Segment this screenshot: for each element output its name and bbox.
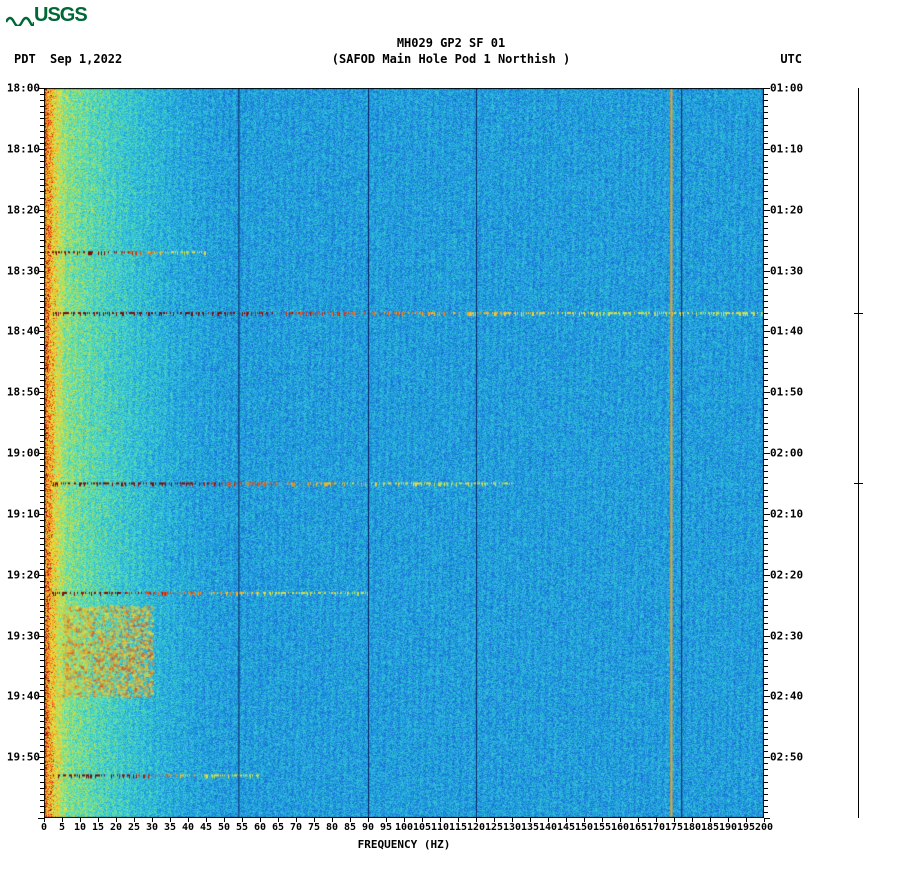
y-left-tick-label: 18:30 <box>7 264 40 277</box>
x-tick-label: 120 <box>467 822 485 833</box>
x-tick-label: 160 <box>611 822 629 833</box>
x-tick-label: 140 <box>539 822 557 833</box>
chart-title: MH029 GP2 SF 01 <box>0 36 902 50</box>
x-tick-label: 5 <box>59 822 65 833</box>
y-left-tick-label: 18:10 <box>7 142 40 155</box>
x-tick-label: 70 <box>290 822 302 833</box>
y-left-tick-label: 19:40 <box>7 690 40 703</box>
y-left-tick-label: 18:00 <box>7 82 40 95</box>
x-tick-label: 65 <box>272 822 284 833</box>
y-right-tick-label: 02:20 <box>770 568 803 581</box>
usgs-wave-icon <box>6 9 34 23</box>
y-right-tick-label: 01:20 <box>770 203 803 216</box>
y-right-tick-label: 01:00 <box>770 82 803 95</box>
y-left-tick-label: 19:50 <box>7 751 40 764</box>
y-right-tick-label: 01:30 <box>770 264 803 277</box>
y-right-tick-label: 01:40 <box>770 325 803 338</box>
side-event-marker <box>854 483 863 484</box>
x-axis-label: FREQUENCY (HZ) <box>44 838 764 851</box>
x-axis-tick-marks <box>44 818 764 822</box>
y-left-tick-label: 18:50 <box>7 386 40 399</box>
x-tick-label: 105 <box>413 822 431 833</box>
x-tick-label: 190 <box>719 822 737 833</box>
y-left-tick-label: 19:10 <box>7 507 40 520</box>
y-right-tick-label: 02:30 <box>770 629 803 642</box>
y-axis-right-tick-marks <box>764 88 770 818</box>
x-tick-label: 75 <box>308 822 320 833</box>
x-tick-label: 55 <box>236 822 248 833</box>
x-tick-label: 130 <box>503 822 521 833</box>
x-tick-label: 25 <box>128 822 140 833</box>
x-tick-label: 185 <box>701 822 719 833</box>
x-tick-label: 40 <box>182 822 194 833</box>
y-left-tick-label: 19:20 <box>7 568 40 581</box>
usgs-logo: USGS <box>6 4 87 27</box>
x-tick-label: 30 <box>146 822 158 833</box>
y-right-tick-label: 02:40 <box>770 690 803 703</box>
chart-subtitle: (SAFOD Main Hole Pod 1 Northish ) <box>0 52 902 66</box>
x-tick-label: 0 <box>41 822 47 833</box>
x-tick-label: 150 <box>575 822 593 833</box>
spectrogram-canvas <box>44 88 764 818</box>
y-left-tick-label: 18:20 <box>7 203 40 216</box>
y-left-tick-label: 18:40 <box>7 325 40 338</box>
x-tick-label: 175 <box>665 822 683 833</box>
x-tick-label: 60 <box>254 822 266 833</box>
y-right-tick-label: 01:50 <box>770 386 803 399</box>
spectrogram-plot <box>44 88 764 818</box>
side-event-marker <box>854 313 863 314</box>
x-tick-label: 100 <box>395 822 413 833</box>
x-tick-label: 135 <box>521 822 539 833</box>
y-left-tick-label: 19:00 <box>7 447 40 460</box>
left-timezone-label: PDT <box>14 52 36 66</box>
x-tick-label: 195 <box>737 822 755 833</box>
y-right-tick-label: 02:10 <box>770 507 803 520</box>
x-tick-label: 20 <box>110 822 122 833</box>
x-tick-label: 180 <box>683 822 701 833</box>
x-tick-label: 80 <box>326 822 338 833</box>
y-right-tick-label: 02:00 <box>770 447 803 460</box>
x-tick-label: 110 <box>431 822 449 833</box>
x-tick-label: 10 <box>74 822 86 833</box>
x-tick-label: 50 <box>218 822 230 833</box>
x-tick-label: 45 <box>200 822 212 833</box>
y-axis-right-ticks: 01:0001:1001:2001:3001:4001:5002:0002:10… <box>766 88 816 818</box>
amplitude-side-line <box>858 88 859 818</box>
y-right-tick-label: 02:50 <box>770 751 803 764</box>
usgs-logo-text: USGS <box>34 4 87 26</box>
x-tick-label: 155 <box>593 822 611 833</box>
x-tick-label: 145 <box>557 822 575 833</box>
x-tick-label: 95 <box>380 822 392 833</box>
x-tick-label: 115 <box>449 822 467 833</box>
y-right-tick-label: 01:10 <box>770 142 803 155</box>
x-tick-label: 200 <box>755 822 773 833</box>
x-tick-label: 165 <box>629 822 647 833</box>
right-timezone-label: UTC <box>780 52 802 66</box>
y-left-tick-label: 19:30 <box>7 629 40 642</box>
date-label: Sep 1,2022 <box>50 52 122 66</box>
x-tick-label: 35 <box>164 822 176 833</box>
x-tick-label: 85 <box>344 822 356 833</box>
x-tick-label: 125 <box>485 822 503 833</box>
y-axis-left-tick-marks <box>38 88 44 818</box>
x-tick-label: 15 <box>92 822 104 833</box>
x-tick-label: 170 <box>647 822 665 833</box>
x-tick-label: 90 <box>362 822 374 833</box>
